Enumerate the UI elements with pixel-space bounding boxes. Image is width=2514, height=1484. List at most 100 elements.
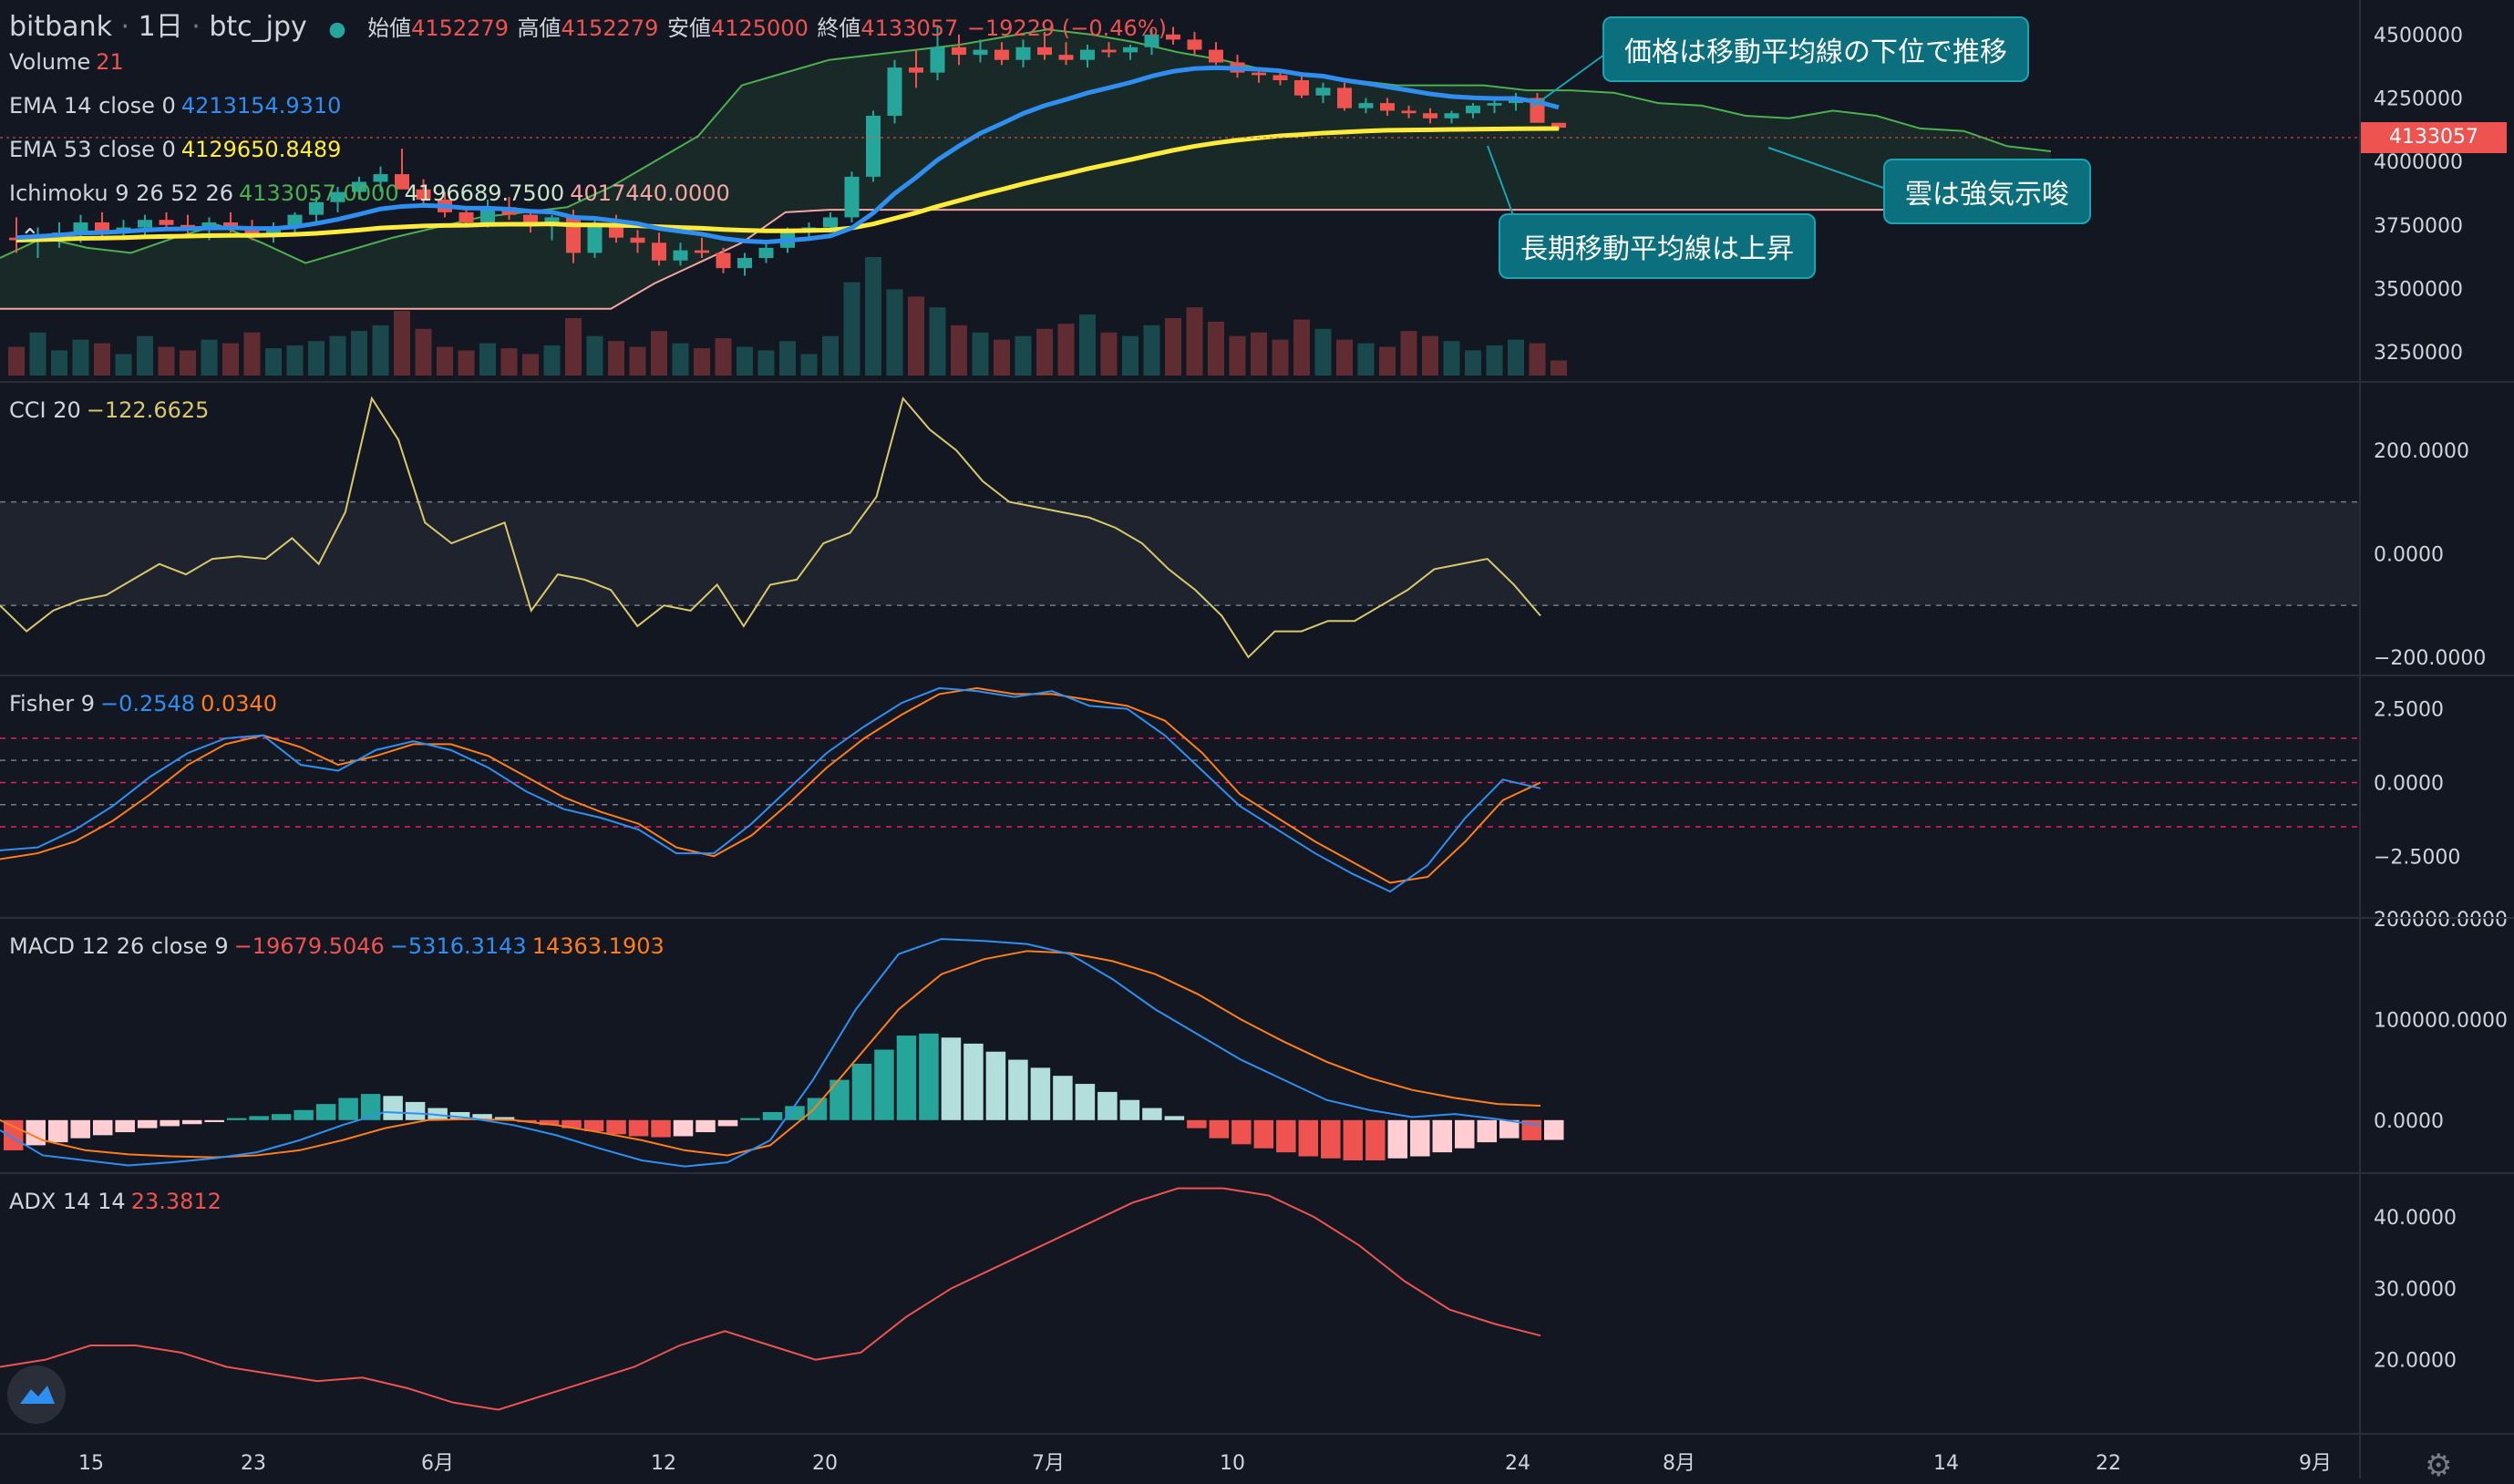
open-value: 4152279 — [411, 15, 509, 41]
candle-body — [458, 211, 474, 222]
volume-bar — [1036, 328, 1053, 376]
candle-body — [73, 222, 88, 233]
macd-histogram-bar — [673, 1119, 694, 1137]
low-value: 4125000 — [710, 15, 809, 41]
candle-body — [973, 49, 988, 56]
legend-ema14[interactable]: EMA 14 close 0 4213154.9310 — [9, 93, 346, 119]
volume-bar — [1422, 335, 1438, 376]
macd-histogram-bar — [249, 1116, 269, 1120]
candle-body — [1058, 55, 1074, 60]
candle-body — [309, 201, 324, 215]
annotation-cloud-bullish[interactable]: 雲は強気示唆 — [1883, 159, 2091, 224]
ichimoku-span-a — [0, 28, 2052, 264]
macd-tick-label: 0.0000 — [2374, 1110, 2444, 1133]
candle-body — [523, 214, 538, 222]
pane-separator-cci[interactable] — [0, 381, 2514, 383]
macd-histogram-bar — [1008, 1059, 1028, 1120]
volume-bar — [72, 339, 89, 376]
macd-histogram-bar — [1321, 1119, 1341, 1159]
annotation-price-below-ma[interactable]: 価格は移動平均線の下位で推移 — [1602, 16, 2029, 82]
macd-histogram-bar — [651, 1119, 671, 1138]
legend-fisher[interactable]: Fisher 9 −0.2548 0.0340 — [9, 691, 283, 716]
time-tick-label: 9月 — [2299, 1452, 2332, 1475]
macd-histogram-bar — [1432, 1119, 1453, 1153]
macd-histogram-bar — [1142, 1108, 1162, 1120]
macd-histogram-bar — [1119, 1099, 1140, 1120]
candle-body — [244, 227, 260, 235]
macd-legend-v1: −19679.5046 — [233, 933, 385, 959]
legend-macd[interactable]: MACD 12 26 close 9 −19679.5046 −5316.3143 1… — [9, 933, 670, 959]
cci-tick-label: −200.0000 — [2374, 647, 2486, 670]
fisher-legend-name: Fisher 9 — [9, 691, 95, 716]
macd-histogram-bar — [919, 1033, 939, 1120]
volume-bar — [779, 341, 796, 376]
symbol-header[interactable]: bitbank · 1日 · btc_jpy ● 始値4152279 高値415… — [9, 11, 1167, 43]
pane-separator-adx[interactable] — [0, 1172, 2514, 1174]
interval-label[interactable]: 1日 — [138, 11, 183, 43]
pane-separator-macd[interactable] — [0, 917, 2514, 919]
ichimoku-legend-v1: 4133057.0000 — [239, 180, 399, 206]
price-axis-separator — [2359, 0, 2361, 1479]
macd-histogram-bar — [1477, 1119, 1498, 1143]
cci-tick-label: 200.0000 — [2374, 440, 2469, 463]
legend-ichimoku[interactable]: Ichimoku 9 26 52 26 4133057.0000 4196689.7… — [9, 180, 736, 206]
macd-histogram-bar — [226, 1118, 247, 1120]
ema53-legend-value: 4129650.8489 — [180, 137, 342, 162]
settings-gear-icon[interactable]: ⚙ — [2425, 1448, 2453, 1484]
volume-bar — [1122, 335, 1139, 376]
price-tick-label: 3250000 — [2374, 342, 2463, 365]
volume-bar — [1551, 360, 1567, 376]
volume-bar — [565, 317, 582, 376]
volume-bar — [843, 282, 860, 376]
price-tick-label: 4250000 — [2374, 88, 2463, 111]
candle-body — [994, 49, 1009, 60]
legend-adx[interactable]: ADX 14 14 23.3812 — [9, 1189, 227, 1214]
volume-bar — [500, 348, 518, 376]
legend-ema53[interactable]: EMA 53 close 0 4129650.8489 — [9, 137, 346, 162]
volume-bar — [94, 343, 110, 376]
candle-body — [95, 222, 109, 233]
volume-bar — [1314, 328, 1332, 376]
macd-histogram-bar — [181, 1119, 202, 1125]
volume-bar — [158, 346, 175, 376]
candle-body — [1037, 46, 1052, 56]
macd-histogram-bar — [1075, 1084, 1096, 1120]
macd-histogram-bar — [405, 1101, 426, 1120]
candle-body — [1252, 72, 1266, 76]
candle-body — [909, 67, 923, 73]
price-tick-label: 4500000 — [2374, 25, 2463, 47]
macd-histogram-bar — [360, 1094, 381, 1120]
macd-histogram-bar — [115, 1119, 135, 1133]
legend-volume[interactable]: Volume 21 — [9, 49, 129, 75]
macd-histogram-bar — [1231, 1119, 1252, 1145]
volume-bar — [1186, 307, 1203, 376]
volume-bar — [1272, 339, 1289, 376]
macd-legend-v3: 14363.1903 — [531, 933, 665, 959]
macd-histogram-bar — [1053, 1076, 1073, 1120]
macd-histogram-bar — [628, 1119, 649, 1137]
volume-bar — [29, 332, 46, 376]
time-tick-label: 6月 — [421, 1452, 454, 1475]
volume-bar — [800, 354, 818, 376]
candle-body — [844, 176, 860, 218]
candle-body — [480, 207, 495, 222]
pane-separator-fisher[interactable] — [0, 675, 2514, 676]
volume-bar — [308, 341, 325, 376]
legend-cci[interactable]: CCI 20 −122.6625 — [9, 397, 214, 423]
macd-histogram-bar — [606, 1119, 626, 1135]
annotation-pointer — [1530, 54, 1605, 108]
volume-bar — [1486, 345, 1503, 376]
candle-body — [1015, 46, 1031, 60]
volume-bar — [1100, 332, 1118, 376]
macd-histogram-bar — [829, 1079, 850, 1120]
candle-body — [630, 237, 645, 243]
annotation-long-ma-rising[interactable]: 長期移動平均線は上昇 — [1499, 213, 1816, 279]
tradingview-logo[interactable] — [7, 1365, 66, 1424]
candle-body — [673, 250, 688, 261]
collapse-legend-icon[interactable]: ⌃ — [20, 224, 40, 252]
volume-bar — [458, 350, 475, 376]
ichimoku-span-b — [0, 209, 2051, 310]
exchange-name: bitbank — [9, 11, 112, 43]
candle-body — [352, 181, 366, 192]
